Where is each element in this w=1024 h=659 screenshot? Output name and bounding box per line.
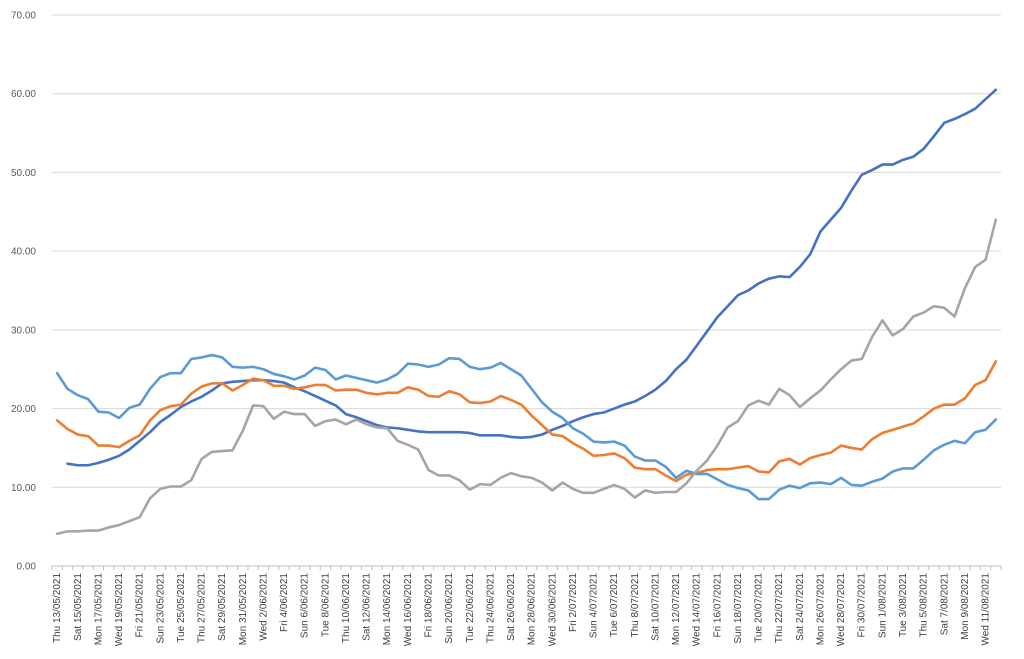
x-tick-label: Sun 1/08/2021	[877, 573, 888, 638]
y-tick-label: 10.00	[11, 483, 36, 494]
series-line-3	[55, 353, 998, 501]
x-tick-label: Mon 17/05/2021	[93, 573, 104, 646]
x-tick-label: Sat 26/06/2021	[506, 573, 517, 641]
series-lines	[55, 88, 998, 536]
x-tick-label: Tue 8/06/2021	[320, 573, 331, 638]
y-tick-label: 50.00	[11, 168, 36, 179]
x-tick-label: Thu 10/06/2021	[341, 573, 352, 643]
x-tick-label: Sat 15/05/2021	[73, 573, 84, 641]
x-tick-label: Fri 18/06/2021	[424, 573, 435, 638]
x-tick-label: Sun 20/06/2021	[444, 573, 455, 644]
x-tick-label: Mon 14/06/2021	[382, 573, 393, 646]
y-tick-label: 20.00	[11, 404, 36, 415]
x-tick-label: Fri 30/07/2021	[857, 573, 868, 638]
x-tick-label: Wed 16/06/2021	[403, 573, 414, 647]
x-tick-label: Sat 7/08/2021	[939, 573, 950, 636]
x-tick-label: Wed 30/06/2021	[547, 573, 558, 647]
x-tick-label: Wed 2/06/2021	[258, 573, 269, 641]
x-tick-label: Fri 21/05/2021	[135, 573, 146, 638]
series-line-2	[55, 360, 998, 483]
x-tick-label: Tue 6/07/2021	[609, 573, 620, 638]
x-tick-label: Wed 11/08/2021	[981, 573, 992, 646]
y-tick-label: 60.00	[11, 89, 36, 100]
x-tick-label: Mon 28/06/2021	[527, 573, 538, 646]
x-tick-label: Thu 8/07/2021	[630, 573, 641, 638]
x-tick-label: Fri 4/06/2021	[279, 573, 290, 632]
x-tick-label: Mon 31/05/2021	[238, 573, 249, 646]
x-tick-label: Sun 18/07/2021	[733, 573, 744, 644]
x-tick-label: Mon 9/08/2021	[960, 573, 971, 640]
x-tick-label: Tue 25/05/2021	[176, 573, 187, 643]
x-tick-label: Sat 24/07/2021	[795, 573, 806, 641]
x-tick-label: Wed 14/07/2021	[692, 573, 703, 647]
x-tick-label: Sun 6/06/2021	[300, 573, 311, 638]
x-tick-label: Mon 12/07/2021	[671, 573, 682, 646]
x-tick-label: Tue 3/08/2021	[898, 573, 909, 638]
x-tick-label: Thu 5/08/2021	[919, 573, 930, 638]
x-tick-label: Wed 28/07/2021	[836, 573, 847, 647]
x-tick-label: Tue 22/06/2021	[465, 573, 476, 643]
x-tick-label: Sun 4/07/2021	[589, 573, 600, 638]
series-line-4	[55, 218, 998, 536]
x-tick-label: Wed 19/05/2021	[114, 573, 125, 647]
x-tick-label: Thu 22/07/2021	[774, 573, 785, 643]
x-tick-label: Thu 27/05/2021	[197, 573, 208, 643]
x-tick-label: Sun 23/05/2021	[155, 573, 166, 644]
y-tick-label: 0.00	[17, 562, 37, 573]
x-tick-label: Sat 29/05/2021	[217, 573, 228, 641]
x-tick-label: Thu 13/05/2021	[52, 573, 63, 643]
x-tick-label: Fri 2/07/2021	[568, 573, 579, 632]
x-axis-tick-labels: Thu 13/05/2021 Sat 15/05/2021 Mon 17/05/20…	[52, 573, 991, 647]
y-tick-label: 70.00	[11, 11, 36, 22]
y-tick-label: 40.00	[11, 247, 36, 258]
x-tick-label: Tue 20/07/2021	[754, 573, 765, 643]
x-tick-label: Mon 26/07/2021	[815, 573, 826, 646]
x-tick-label: Thu 24/06/2021	[485, 573, 496, 643]
x-tick-label: Sat 12/06/2021	[362, 573, 373, 641]
x-tick-label: Sat 10/07/2021	[650, 573, 661, 641]
x-tick-label: Fri 16/07/2021	[712, 573, 723, 638]
y-tick-label: 30.00	[11, 325, 36, 336]
y-axis-tick-labels: 0.00 10.00 20.00 30.00 40.00 50.00 60.00 70.00	[11, 11, 36, 573]
